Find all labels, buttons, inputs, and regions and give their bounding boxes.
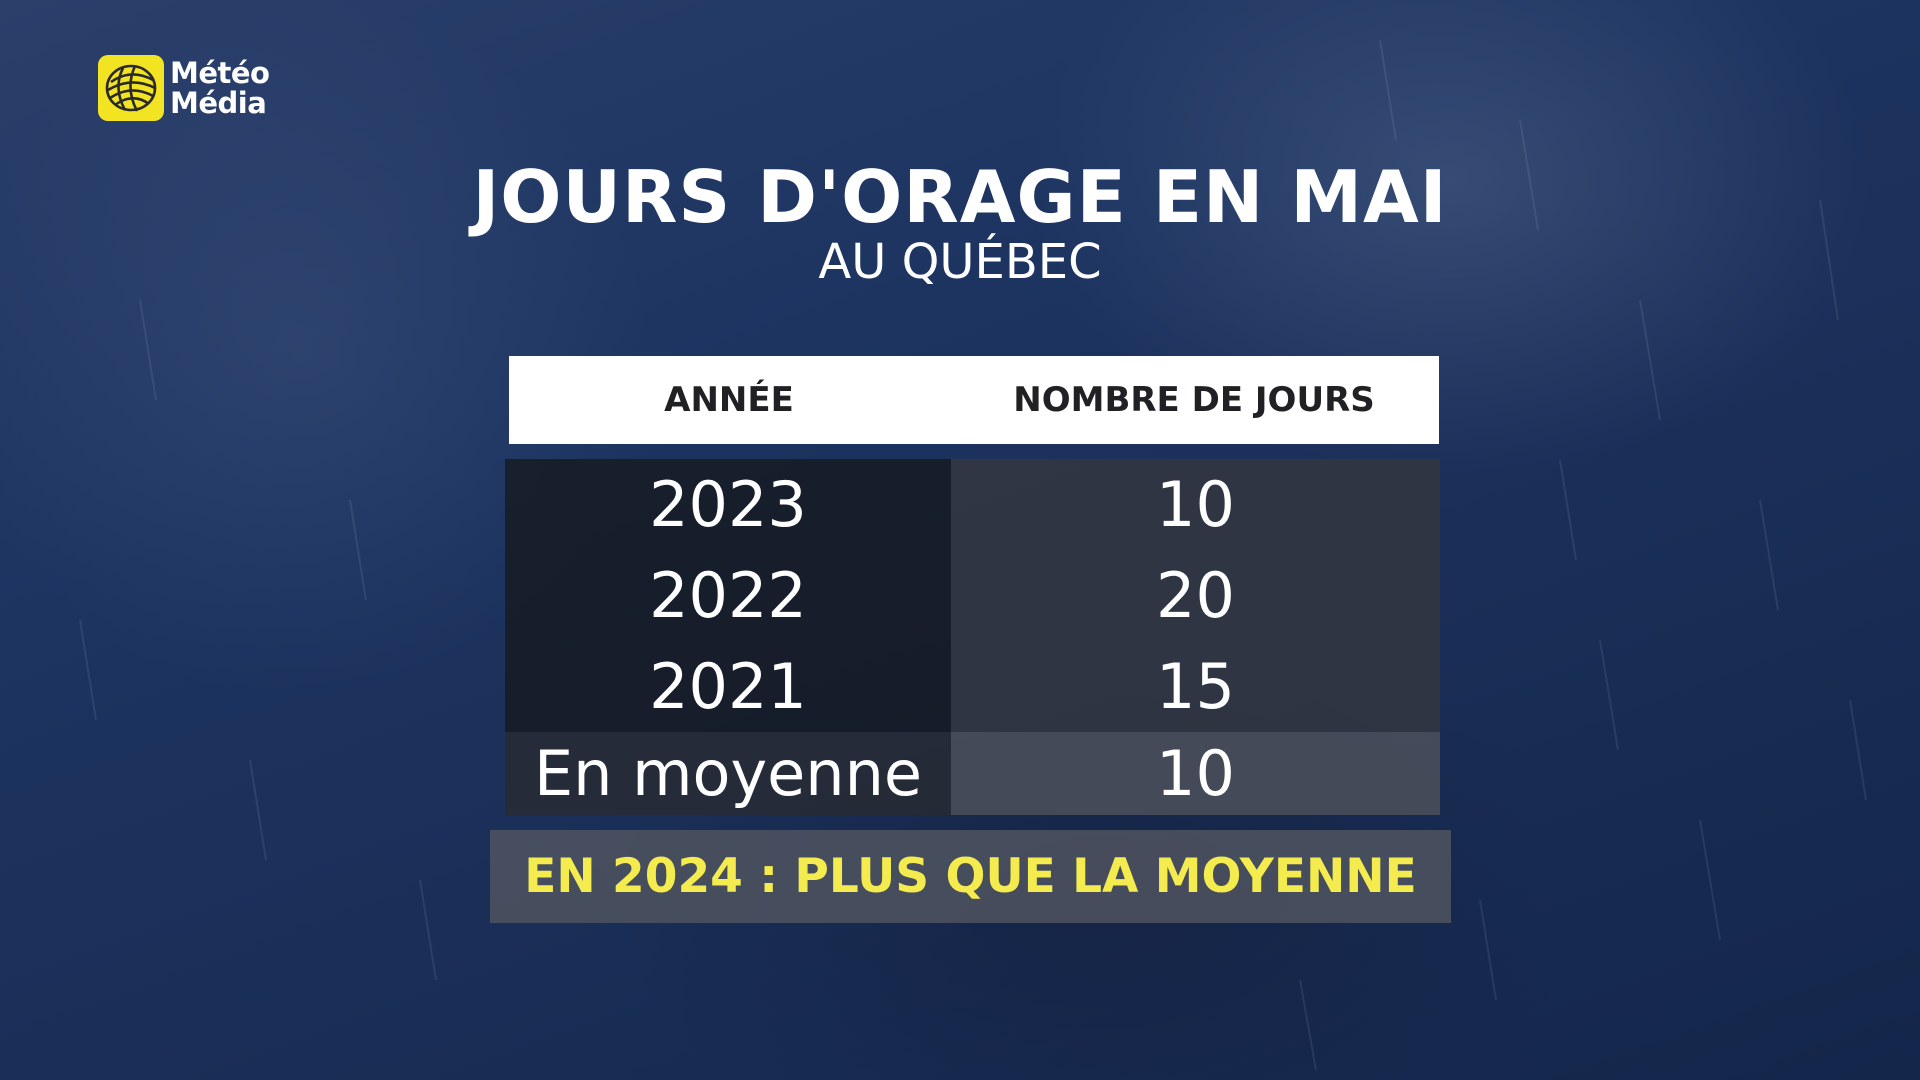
days-cell: 10 [951,459,1440,550]
chart-title: JOURS D'ORAGE EN MAI [472,155,1448,239]
table-row: 2022 20 [505,550,1440,641]
data-table: ANNÉE NOMBRE DE JOURS 2023 10 2022 20 20… [505,356,1440,815]
globe-icon [98,55,164,121]
logo-line-2: Média [170,86,267,120]
chart-subtitle: AU QUÉBEC [818,234,1102,290]
days-cell: 20 [951,550,1440,641]
table-row: 2023 10 [505,459,1440,550]
logo-line-1: Météo [170,56,270,90]
year-cell: 2021 [505,641,951,732]
average-label-cell: En moyenne [505,732,951,815]
table-header: ANNÉE NOMBRE DE JOURS [509,356,1439,444]
meteomedia-logo: Météo Média [98,55,270,121]
annotation-banner: EN 2024 : PLUS QUE LA MOYENNE [490,830,1451,923]
logo-wordmark: Météo Média [170,56,270,120]
days-cell: 15 [951,641,1440,732]
table-body: 2023 10 2022 20 2021 15 En moyenne 10 [505,459,1440,815]
column-header-year: ANNÉE [664,380,794,420]
year-cell: 2023 [505,459,951,550]
table-row: 2021 15 [505,641,1440,732]
year-cell: 2022 [505,550,951,641]
table-row-average: En moyenne 10 [505,732,1440,815]
column-header-days: NOMBRE DE JOURS [1013,380,1375,420]
average-days-cell: 10 [951,732,1440,815]
